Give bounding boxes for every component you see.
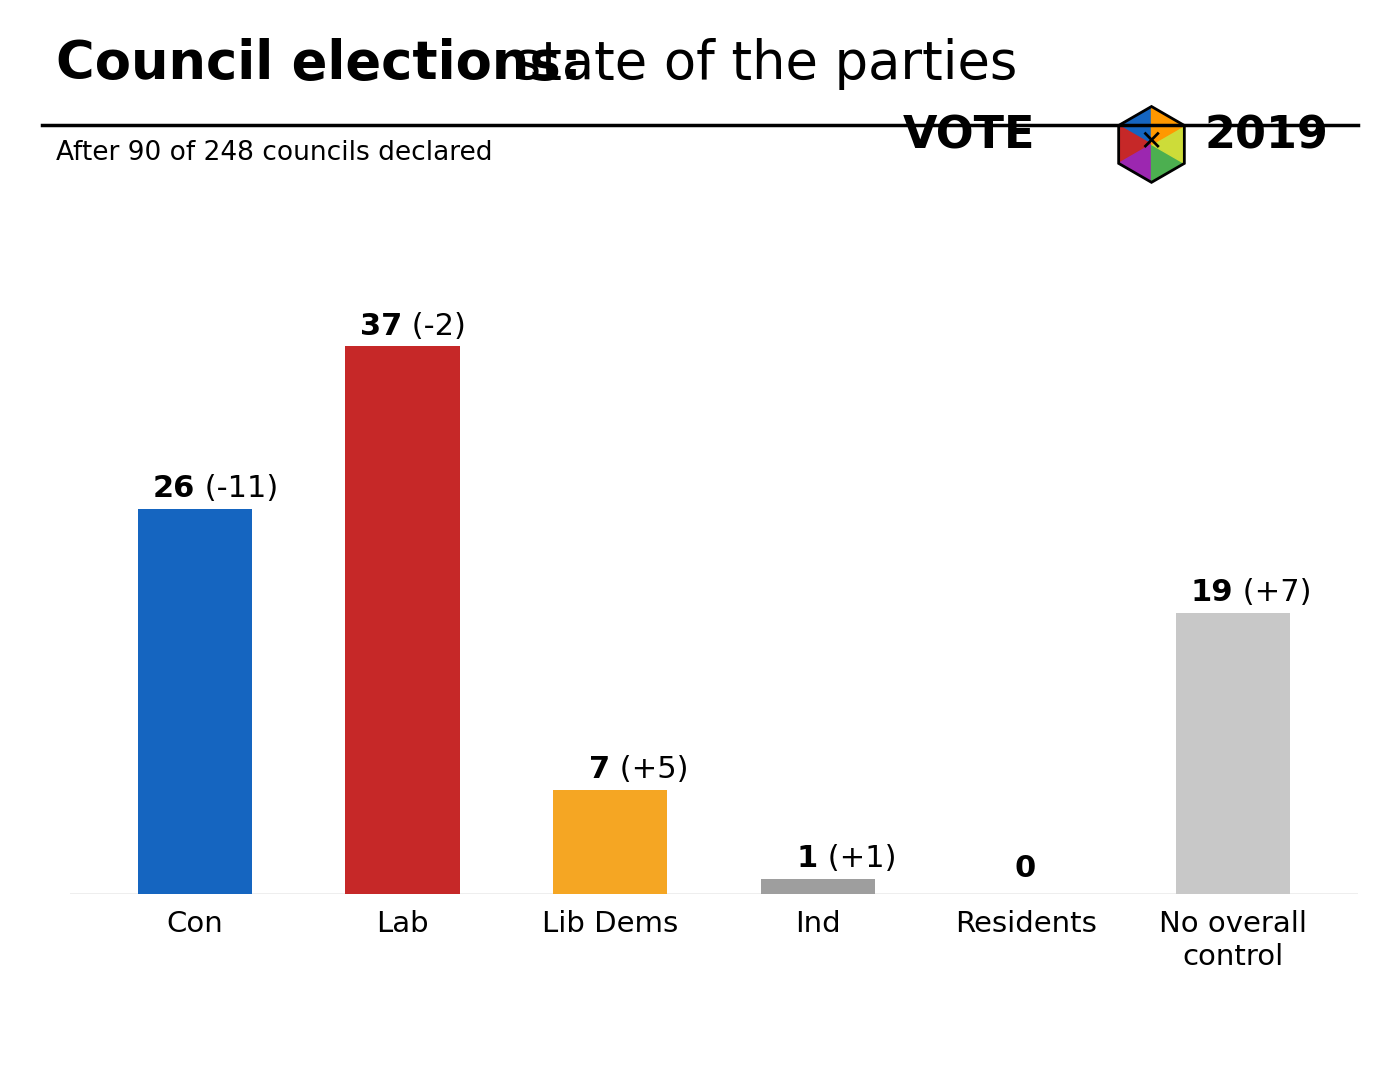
Polygon shape <box>1151 107 1184 145</box>
Text: (-2): (-2) <box>402 312 466 340</box>
Polygon shape <box>1151 125 1184 164</box>
Text: 0: 0 <box>1015 855 1036 883</box>
Polygon shape <box>1119 145 1151 182</box>
Polygon shape <box>1119 125 1151 164</box>
Bar <box>346 347 459 894</box>
Polygon shape <box>1151 145 1184 182</box>
Text: 37: 37 <box>360 312 402 340</box>
Text: 2019: 2019 <box>1204 114 1327 157</box>
Text: ✕: ✕ <box>1140 129 1163 157</box>
Text: 26: 26 <box>153 474 195 504</box>
Text: (-11): (-11) <box>195 474 277 504</box>
Text: state of the parties: state of the parties <box>497 38 1018 90</box>
Polygon shape <box>1119 107 1151 145</box>
Text: Council elections:: Council elections: <box>56 38 582 90</box>
Text: 1: 1 <box>797 844 818 873</box>
Text: (+7): (+7) <box>1233 578 1312 607</box>
Bar <box>137 509 252 894</box>
Text: VOTE: VOTE <box>903 114 1036 157</box>
Bar <box>553 790 668 894</box>
Text: (+5): (+5) <box>610 755 689 785</box>
Text: 7: 7 <box>589 755 610 785</box>
Bar <box>760 879 875 894</box>
Bar <box>1176 613 1291 894</box>
Text: 19: 19 <box>1191 578 1233 607</box>
Text: After 90 of 248 councils declared: After 90 of 248 councils declared <box>56 140 493 166</box>
Text: PA: PA <box>1254 1012 1306 1046</box>
Text: (+1): (+1) <box>818 844 896 873</box>
